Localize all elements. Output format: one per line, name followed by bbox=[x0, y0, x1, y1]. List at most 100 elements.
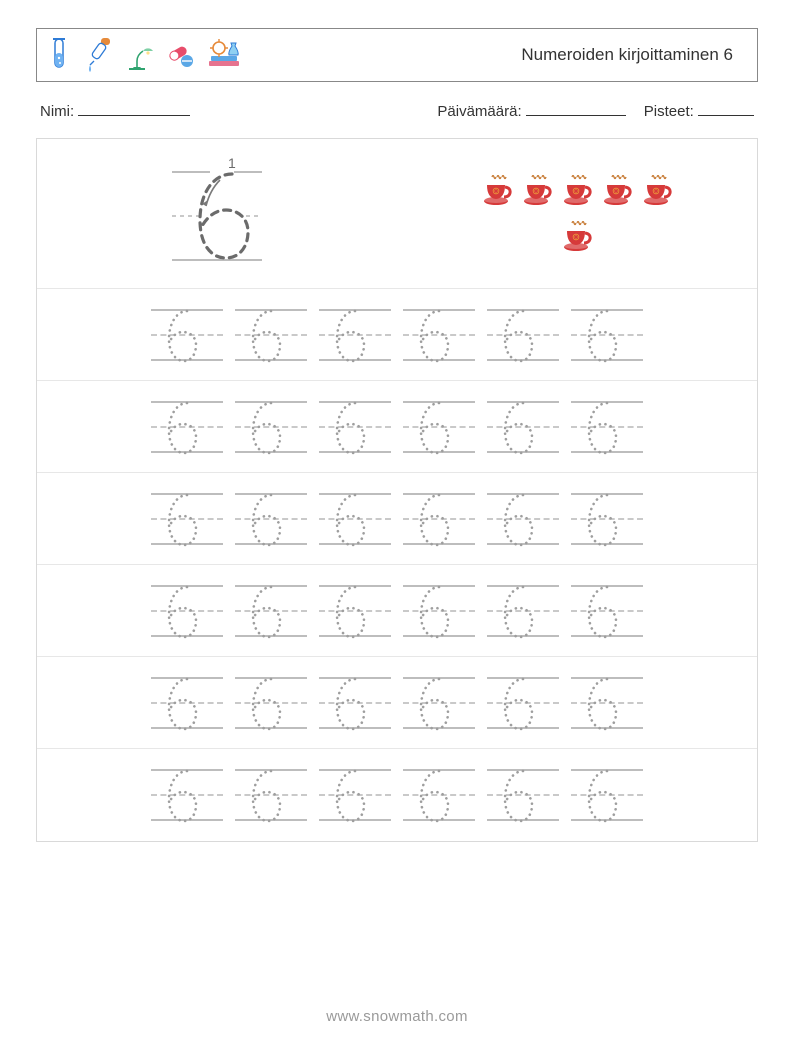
trace-six[interactable] bbox=[159, 397, 199, 457]
trace-cell[interactable] bbox=[565, 579, 649, 643]
trace-six[interactable] bbox=[159, 673, 199, 733]
trace-cell[interactable] bbox=[145, 579, 229, 643]
trace-six[interactable] bbox=[579, 673, 619, 733]
trace-six[interactable] bbox=[411, 489, 451, 549]
practice-cells bbox=[145, 763, 649, 827]
trace-cell[interactable] bbox=[145, 395, 229, 459]
trace-six[interactable] bbox=[579, 397, 619, 457]
trace-cell[interactable] bbox=[397, 395, 481, 459]
trace-six[interactable] bbox=[243, 765, 283, 825]
practice-row bbox=[37, 657, 757, 749]
practice-row bbox=[37, 289, 757, 381]
trace-six[interactable] bbox=[159, 489, 199, 549]
trace-cell[interactable] bbox=[145, 487, 229, 551]
trace-cell[interactable] bbox=[313, 579, 397, 643]
trace-six[interactable] bbox=[495, 489, 535, 549]
trace-six[interactable] bbox=[495, 673, 535, 733]
trace-cell[interactable] bbox=[481, 579, 565, 643]
score-field: Pisteet: bbox=[644, 102, 754, 120]
trace-six[interactable] bbox=[411, 765, 451, 825]
practice-cells bbox=[145, 671, 649, 735]
trace-cell[interactable] bbox=[565, 763, 649, 827]
trace-cell[interactable] bbox=[229, 487, 313, 551]
trace-cell[interactable] bbox=[313, 487, 397, 551]
stroke-number: 1 bbox=[228, 155, 236, 171]
trace-six[interactable] bbox=[495, 397, 535, 457]
teacup-icon bbox=[522, 175, 552, 207]
trace-cell[interactable] bbox=[565, 395, 649, 459]
pills-icon bbox=[165, 35, 197, 75]
trace-six[interactable] bbox=[327, 489, 367, 549]
trace-six[interactable] bbox=[411, 673, 451, 733]
name-blank[interactable] bbox=[78, 102, 190, 116]
trace-cell[interactable] bbox=[313, 671, 397, 735]
trace-cell[interactable] bbox=[313, 763, 397, 827]
dropper-icon bbox=[81, 35, 115, 75]
trace-cell[interactable] bbox=[145, 303, 229, 367]
trace-cell[interactable] bbox=[397, 671, 481, 735]
trace-six[interactable] bbox=[327, 673, 367, 733]
header-icon-strip bbox=[45, 35, 245, 75]
trace-cell[interactable] bbox=[145, 763, 229, 827]
trace-cell[interactable] bbox=[313, 303, 397, 367]
trace-cell[interactable] bbox=[481, 671, 565, 735]
trace-six[interactable] bbox=[411, 581, 451, 641]
teacup-icon bbox=[562, 221, 592, 253]
score-blank[interactable] bbox=[698, 102, 754, 116]
trace-six[interactable] bbox=[327, 397, 367, 457]
trace-six[interactable] bbox=[243, 489, 283, 549]
trace-cell[interactable] bbox=[229, 395, 313, 459]
trace-cell[interactable] bbox=[313, 395, 397, 459]
trace-six[interactable] bbox=[243, 305, 283, 365]
trace-cell[interactable] bbox=[397, 303, 481, 367]
practice-cells bbox=[145, 303, 649, 367]
trace-six[interactable] bbox=[411, 305, 451, 365]
trace-cell[interactable] bbox=[481, 395, 565, 459]
trace-cell[interactable] bbox=[481, 487, 565, 551]
trace-six[interactable] bbox=[411, 397, 451, 457]
trace-six[interactable] bbox=[579, 581, 619, 641]
trace-six[interactable] bbox=[327, 581, 367, 641]
trace-six[interactable] bbox=[579, 765, 619, 825]
trace-cell[interactable] bbox=[397, 579, 481, 643]
trace-cell[interactable] bbox=[229, 671, 313, 735]
worksheet-page: Numeroiden kirjoittaminen 6 Nimi: Päiväm… bbox=[0, 0, 794, 1053]
practice-row bbox=[37, 565, 757, 657]
trace-cell[interactable] bbox=[229, 579, 313, 643]
trace-cell[interactable] bbox=[481, 763, 565, 827]
trace-six[interactable] bbox=[243, 673, 283, 733]
trace-six[interactable] bbox=[327, 765, 367, 825]
practice-cells bbox=[145, 487, 649, 551]
books-flask-icon bbox=[205, 35, 245, 75]
trace-six[interactable] bbox=[159, 581, 199, 641]
worksheet-box: 1 bbox=[36, 138, 758, 842]
trace-six[interactable] bbox=[243, 581, 283, 641]
trace-six[interactable] bbox=[495, 581, 535, 641]
trace-six[interactable] bbox=[159, 765, 199, 825]
trace-six[interactable] bbox=[495, 305, 535, 365]
trace-six[interactable] bbox=[159, 305, 199, 365]
trace-cell[interactable] bbox=[229, 303, 313, 367]
test-tube-icon bbox=[45, 35, 73, 75]
trace-cell[interactable] bbox=[145, 671, 229, 735]
name-label: Nimi: bbox=[40, 103, 74, 120]
trace-cell[interactable] bbox=[397, 487, 481, 551]
trace-six[interactable] bbox=[495, 765, 535, 825]
trace-six[interactable] bbox=[579, 305, 619, 365]
trace-six[interactable] bbox=[327, 305, 367, 365]
trace-six[interactable] bbox=[579, 489, 619, 549]
trace-cell[interactable] bbox=[565, 671, 649, 735]
trace-cell[interactable] bbox=[229, 763, 313, 827]
trace-cell[interactable] bbox=[481, 303, 565, 367]
trace-cell[interactable] bbox=[565, 303, 649, 367]
date-field: Päivämäärä: bbox=[437, 102, 625, 120]
practice-cells bbox=[145, 395, 649, 459]
trace-cell[interactable] bbox=[397, 763, 481, 827]
trace-six[interactable] bbox=[243, 397, 283, 457]
date-blank[interactable] bbox=[526, 102, 626, 116]
demo-digit-panel: 1 bbox=[37, 139, 397, 288]
trace-cell[interactable] bbox=[565, 487, 649, 551]
teacup-icon bbox=[642, 175, 672, 207]
date-label: Päivämäärä: bbox=[437, 103, 521, 120]
practice-cells bbox=[145, 579, 649, 643]
